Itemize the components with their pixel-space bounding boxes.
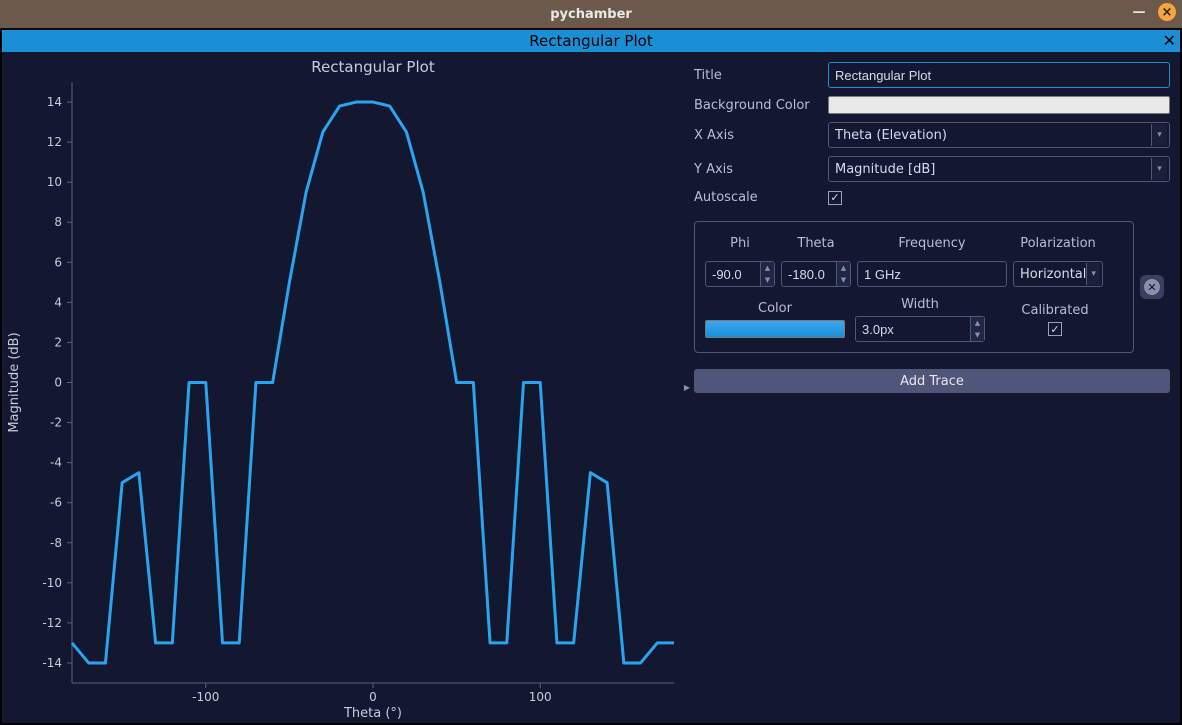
pol-header: Polarization (1013, 236, 1103, 251)
frequency-input[interactable] (857, 261, 1007, 287)
svg-text:4: 4 (54, 295, 62, 309)
color-header: Color (705, 301, 845, 316)
svg-text:0: 0 (54, 376, 62, 390)
svg-text:2: 2 (54, 335, 62, 349)
minimize-icon[interactable]: — (1130, 3, 1148, 21)
spin-down-icon[interactable]: ▼ (761, 274, 774, 286)
title-label: Title (694, 68, 818, 83)
panel-title: Rectangular Plot (529, 32, 652, 50)
autoscale-label: Autoscale (694, 190, 818, 205)
plot-pane: -14 -12 -10 -8 -6 -4 -2 0 2 4 6 8 10 12 14 -100 0 100 Thet… (2, 52, 684, 723)
svg-text:8: 8 (54, 215, 62, 229)
spin-up-icon[interactable]: ▲ (837, 262, 850, 274)
trace-color-button[interactable] (705, 320, 845, 338)
svg-text:-100: -100 (192, 690, 219, 704)
title-input[interactable] (828, 62, 1170, 88)
window-titlebar: pychamber — × (0, 0, 1182, 28)
remove-trace-button[interactable]: ✕ (1140, 275, 1164, 299)
chevron-down-icon: ▾ (1151, 158, 1167, 180)
yaxis-value: Magnitude [dB] (835, 162, 935, 177)
width-header: Width (855, 297, 985, 312)
svg-text:-12: -12 (42, 616, 62, 630)
spin-up-icon[interactable]: ▲ (971, 317, 984, 329)
svg-text:-14: -14 (42, 656, 62, 670)
theta-header: Theta (781, 236, 851, 251)
close-circle-icon: ✕ (1144, 279, 1160, 295)
polarization-value: Horizontal (1020, 267, 1086, 282)
rectangular-plot: -14 -12 -10 -8 -6 -4 -2 0 2 4 6 8 10 12 14 -100 0 100 Thet… (2, 52, 684, 723)
svg-text:100: 100 (529, 690, 552, 704)
svg-text:-4: -4 (50, 456, 62, 470)
svg-text:-6: -6 (50, 496, 62, 510)
chevron-down-icon: ▾ (1151, 124, 1167, 146)
polarization-select[interactable]: Horizontal ▾ (1013, 261, 1103, 287)
spin-down-icon[interactable]: ▼ (971, 329, 984, 341)
yaxis-label: Y Axis (694, 162, 818, 177)
close-icon[interactable]: × (1158, 3, 1176, 21)
svg-text:10: 10 (47, 175, 62, 189)
svg-text:Rectangular Plot: Rectangular Plot (311, 58, 435, 76)
splitter[interactable] (684, 52, 690, 723)
controls-panel: Title Background Color X Axis Theta (Ele… (690, 52, 1180, 723)
svg-text:14: 14 (47, 95, 62, 109)
panel-close-icon[interactable]: ✕ (1163, 31, 1176, 50)
phi-header: Phi (705, 236, 775, 251)
background-color-button[interactable] (828, 96, 1170, 114)
calibrated-header: Calibrated (995, 303, 1115, 318)
svg-text:6: 6 (54, 255, 62, 269)
xaxis-select[interactable]: Theta (Elevation) ▾ (828, 122, 1170, 148)
svg-text:-8: -8 (50, 536, 62, 550)
svg-text:-2: -2 (50, 416, 62, 430)
svg-text:0: 0 (369, 690, 377, 704)
svg-text:Magnitude (dB): Magnitude (dB) (7, 332, 22, 432)
yaxis-select[interactable]: Magnitude [dB] ▾ (828, 156, 1170, 182)
xaxis-value: Theta (Elevation) (835, 128, 947, 143)
svg-text:Theta (°): Theta (°) (343, 706, 402, 721)
xaxis-label: X Axis (694, 128, 818, 143)
panel-header: Rectangular Plot ✕ (2, 30, 1180, 52)
width-input[interactable] (855, 316, 985, 342)
svg-text:12: 12 (47, 135, 62, 149)
chevron-down-icon: ▾ (1086, 263, 1100, 285)
add-trace-button[interactable]: Add Trace (694, 369, 1170, 393)
trace-group: Phi Theta Frequency Polarization ▲▼ ▲▼ H… (694, 221, 1134, 353)
spin-down-icon[interactable]: ▼ (837, 274, 850, 286)
svg-text:-10: -10 (42, 576, 62, 590)
window-title: pychamber (550, 7, 632, 22)
background-label: Background Color (694, 98, 818, 113)
calibrated-checkbox[interactable]: ✓ (1048, 322, 1062, 336)
add-trace-label: Add Trace (900, 374, 964, 389)
freq-header: Frequency (857, 236, 1007, 251)
spin-up-icon[interactable]: ▲ (761, 262, 774, 274)
autoscale-checkbox[interactable]: ✓ (828, 191, 842, 205)
